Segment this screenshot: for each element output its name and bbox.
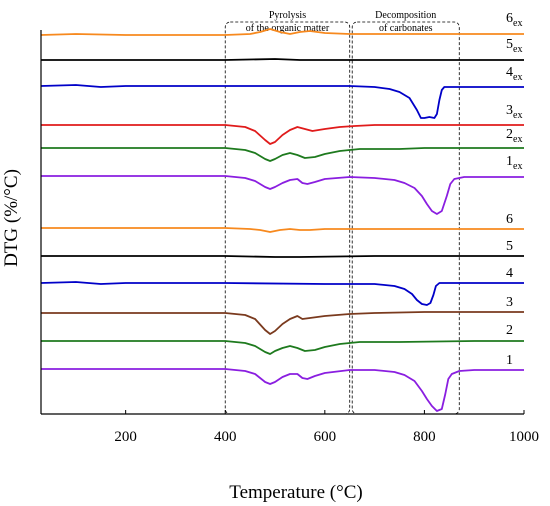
series-line-3-ex [41, 124, 524, 145]
series-line-5 [41, 255, 524, 258]
x-tick-label: 200 [114, 429, 137, 445]
region-label-line2: of carbonates [379, 23, 433, 34]
region-label-line2: of the organic matter [246, 23, 330, 34]
curve-label: 6ex [506, 11, 522, 29]
axes [40, 30, 524, 415]
series-line-4 [40, 281, 524, 306]
curve-label: 2 [506, 323, 513, 338]
series-line-6-ex [40, 28, 524, 36]
curve-label: 6 [506, 212, 513, 227]
region-box-1 [351, 21, 460, 415]
curve-labels: 6ex 5ex 4ex 3ex 2ex 1ex 6 5 4 3 2 1 [506, 11, 522, 368]
x-axis-title: Temperature (°C) [229, 482, 362, 503]
series-line-1-ex [41, 175, 524, 215]
series-lines [40, 28, 524, 412]
region-box-0 [224, 21, 351, 415]
series-line-2-ex [41, 147, 524, 162]
curve-label: 2ex [506, 127, 522, 145]
x-tick-label: 1000 [509, 429, 539, 445]
curve-label: 5 [506, 239, 513, 254]
curve-label: 3ex [506, 103, 522, 121]
series-line-5-ex [41, 58, 524, 61]
x-tick-label: 600 [314, 429, 337, 445]
series-line-1 [41, 368, 524, 412]
curve-label: 4ex [506, 65, 522, 83]
series-line-3 [41, 311, 524, 335]
series-line-4-ex [40, 84, 524, 119]
x-ticks: 200 400 600 800 1000 [114, 410, 539, 445]
y-axis-title: DTG (%/°C) [1, 169, 22, 267]
curve-label: 1ex [506, 154, 522, 172]
x-tick-label: 800 [413, 429, 436, 445]
x-tick-label: 400 [214, 429, 237, 445]
region-label-line1: Pyrolysis [269, 10, 306, 21]
curve-label: 3 [506, 295, 513, 310]
series-line-2 [41, 340, 524, 355]
curve-label: 4 [506, 266, 513, 281]
curve-label: 5ex [506, 37, 522, 55]
curve-label: 1 [506, 353, 513, 368]
series-line-6 [41, 227, 524, 233]
region-boxes: Pyrolysis of the organic matter Decomposit… [224, 10, 460, 415]
region-label-line1: Decomposition [375, 10, 436, 21]
